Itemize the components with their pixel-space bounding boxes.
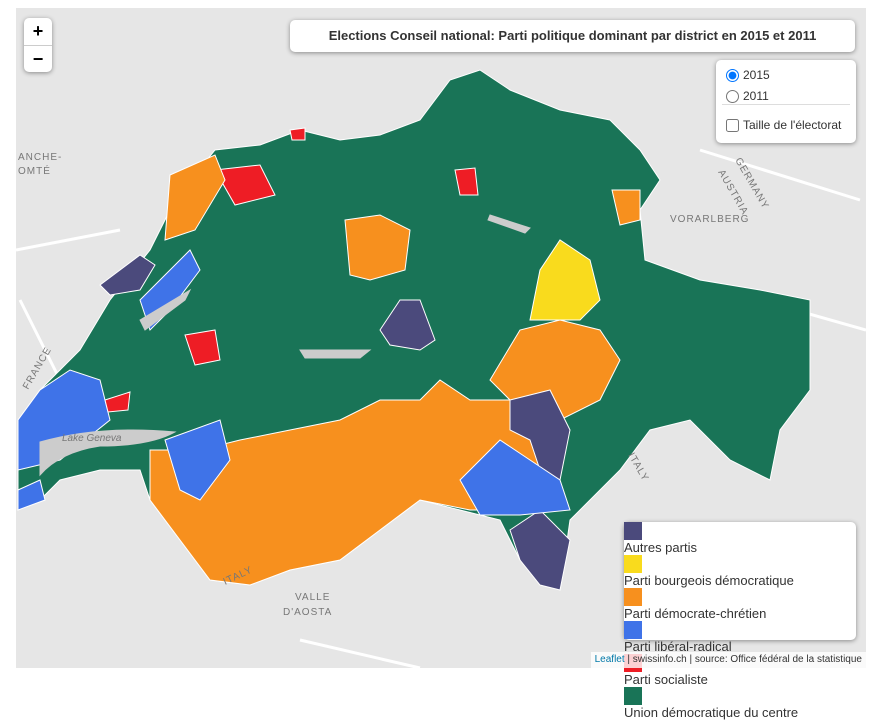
map-title: Elections Conseil national: Parti politi… — [290, 20, 855, 52]
district[interactable] — [99, 254, 156, 296]
attribution-text: | swissinfo.ch | source: Office fédéral … — [627, 654, 862, 665]
legend-label: Parti bourgeois démocratique — [624, 573, 794, 588]
legend-swatch — [624, 555, 642, 573]
district[interactable] — [184, 329, 221, 366]
year-label: 2015 — [743, 68, 770, 82]
legend-swatch — [624, 522, 642, 540]
year-option[interactable]: 2011 — [726, 89, 769, 103]
district[interactable] — [379, 299, 436, 351]
separator — [722, 104, 850, 105]
legend-item: Union démocratique du centre — [624, 687, 856, 720]
legend-swatch — [624, 588, 642, 606]
roads — [16, 148, 866, 668]
legend-item: Parti bourgeois démocratique — [624, 555, 856, 588]
year-radio[interactable] — [726, 89, 739, 103]
district[interactable] — [164, 154, 226, 241]
district[interactable] — [529, 239, 601, 321]
zoom-control: + − — [24, 18, 52, 72]
map-label: ANCHE- — [18, 152, 62, 163]
map-label: Lake Geneva — [62, 433, 122, 444]
legend-label: Union démocratique du centre — [624, 705, 799, 720]
legend-swatch — [624, 687, 642, 705]
zoom-in[interactable]: + — [24, 18, 52, 46]
district[interactable] — [344, 214, 411, 281]
legend: Autres partis Parti bourgeois démocratiqu… — [624, 522, 856, 720]
year-radio[interactable] — [726, 68, 739, 82]
district[interactable] — [454, 167, 479, 196]
district[interactable] — [459, 439, 571, 516]
page: ANCHE- OMTÉ GERMANY AUSTRIA VORARLBERG F… — [16, 8, 866, 720]
legend-item: Parti libéral-radical — [624, 621, 856, 654]
legend-label: Parti libéral-radical — [624, 639, 732, 654]
map-label: VORARLBERG — [670, 214, 749, 225]
district[interactable] — [214, 164, 276, 206]
legend-label: Parti socialiste — [624, 672, 708, 687]
legend-label: Autres partis — [624, 540, 697, 555]
lakes — [39, 214, 531, 477]
year-label: 2011 — [743, 89, 769, 103]
size-option[interactable]: Taille de l'électorat — [726, 118, 841, 132]
year-option[interactable]: 2015 — [726, 68, 770, 82]
zoom-out[interactable]: − — [32, 49, 44, 69]
map-label: VALLE — [295, 592, 330, 603]
districts — [17, 69, 811, 591]
district[interactable] — [289, 127, 306, 141]
map-label: OMTÉ — [18, 164, 51, 177]
map-label: D'AOSTA — [283, 607, 332, 618]
district[interactable] — [611, 189, 641, 226]
district[interactable] — [17, 479, 46, 511]
leaflet-link[interactable]: Leaflet — [594, 654, 625, 665]
district[interactable] — [164, 419, 231, 501]
legend-item: Autres partis — [624, 522, 856, 555]
legend-label: Parti démocrate-chrétien — [624, 606, 767, 621]
size-label: Taille de l'électorat — [743, 118, 842, 132]
size-checkbox[interactable] — [726, 118, 739, 132]
legend-swatch — [624, 621, 642, 639]
district[interactable] — [104, 391, 131, 413]
attribution: Leaflet | swissinfo.ch | source: Office … — [590, 652, 866, 668]
legend-item: Parti démocrate-chrétien — [624, 588, 856, 621]
layer-control: 2015 2011 Taille de l'électorat — [716, 60, 856, 143]
